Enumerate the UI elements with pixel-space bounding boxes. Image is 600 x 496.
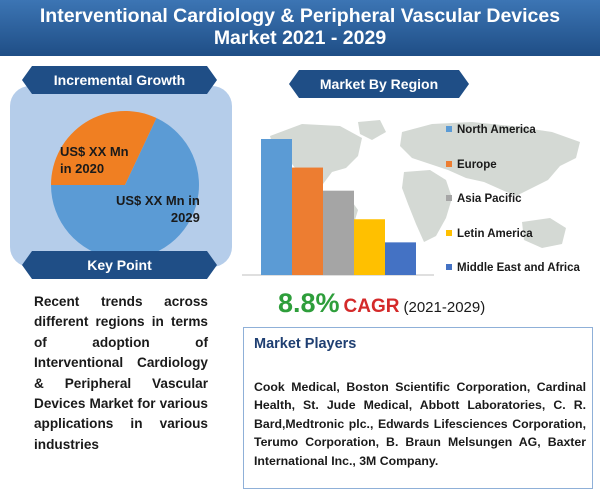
legend-item: Middle East and Africa [446,262,580,274]
legend-item: Europe [446,159,497,171]
pie-slice-2029 [51,118,199,259]
map-europe-asia [400,122,580,196]
key-point-text: Recent trends across different regions i… [34,294,208,452]
market-players-text: Cook Medical, Boston Scientific Corporat… [254,380,586,468]
bar-north-america [261,139,292,275]
title-bar: Interventional Cardiology & Peripheral V… [0,0,600,56]
bar-letin-america [354,219,385,275]
cagr-value: 8.8% [278,288,340,318]
page-title-line2: Market 2021 - 2029 [213,27,387,49]
bar-europe [292,167,323,275]
cagr-statement: 8.8% CAGR (2021-2029) [278,288,485,319]
market-players-box: Market Players Cook Medical, Boston Scie… [243,327,593,489]
legend-swatch [446,264,452,270]
legend-swatch [446,160,452,167]
pie-label-2029: US$ XX Mn in 2029 [116,192,200,226]
pie-label-2020-line1: US$ XX Mn [60,144,129,159]
key-point-heading: Key Point [22,251,217,279]
pie-slice-2020 [51,110,157,185]
pie-label-2029-line2: 2029 [170,210,200,225]
cagr-label: CAGR [343,296,400,317]
bar-asia-pacific [323,190,354,275]
cagr-period: (2021-2029) [403,299,486,316]
legend-item: Letin America [446,228,533,240]
market-by-region-heading: Market By Region [289,70,469,98]
legend-swatch [446,195,452,201]
pie-label-2020-line2: in 2020 [60,161,105,176]
legend-label: Asia Pacific [457,193,522,205]
legend-swatch [446,229,452,236]
incremental-growth-heading: Incremental Growth [22,66,217,94]
legend-label: North America [457,124,536,136]
page-title-line1: Interventional Cardiology & Peripheral V… [39,5,561,27]
incremental-growth-pie [51,110,199,259]
legend-item: Asia Pacific [446,193,522,205]
world-map-background [270,120,580,262]
market-by-region-chart [242,139,434,276]
legend-label: Letin America [457,227,533,240]
legend-item: North America [446,124,536,136]
legend-label: Europe [457,158,497,171]
pie-label-2020: US$ XX Mn in 2020 [60,143,129,177]
bar-middle-east-and-africa [385,242,416,275]
market-players-heading: Market Players [254,336,357,352]
map-africa [402,170,452,242]
map-north-america [270,124,362,188]
map-australia [522,218,566,248]
pie-label-2029-line1: US$ XX Mn in [116,193,200,208]
legend-swatch [446,126,452,132]
legend-label: Middle East and Africa [457,262,580,274]
map-greenland [358,120,386,140]
